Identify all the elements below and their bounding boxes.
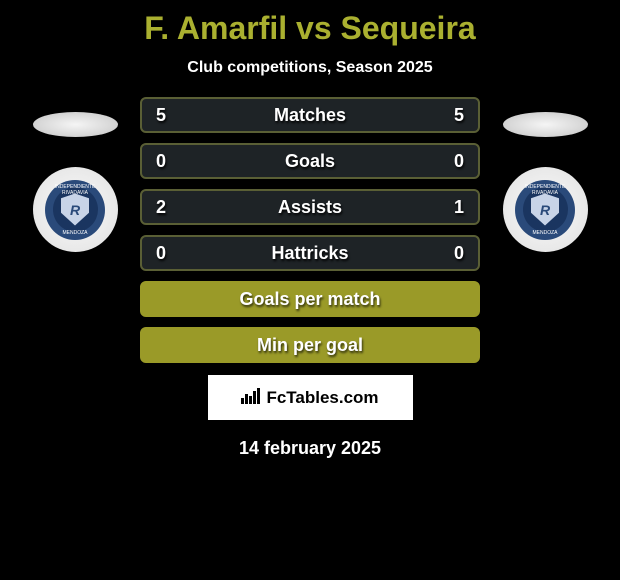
stat-left-value: 5 — [156, 105, 186, 126]
title-player2: Sequeira — [341, 10, 476, 46]
stat-right-value: 5 — [434, 105, 464, 126]
stat-label: Goals per match — [239, 289, 380, 310]
stat-right-value: 1 — [434, 197, 464, 218]
player-right-placeholder — [503, 112, 588, 137]
title-vs: vs — [296, 10, 332, 46]
shield-icon: R — [531, 194, 559, 226]
player-left-placeholder — [33, 112, 118, 137]
player-right-column: INDEPENDIENTE RIVADAVIA R MENDOZA — [500, 97, 590, 363]
stat-row-goals-per-match: Goals per match — [140, 281, 480, 317]
stat-left-value: 0 — [156, 151, 186, 172]
stat-label: Goals — [285, 151, 335, 172]
stat-row-min-per-goal: Min per goal — [140, 327, 480, 363]
subtitle: Club competitions, Season 2025 — [187, 59, 432, 77]
stat-label: Matches — [274, 105, 346, 126]
team-right-badge: INDEPENDIENTE RIVADAVIA R MENDOZA — [503, 167, 588, 252]
chart-icon — [241, 386, 261, 409]
stat-right-value: 0 — [434, 151, 464, 172]
badge-text-bottom: MENDOZA — [45, 230, 105, 236]
shield-icon: R — [61, 194, 89, 226]
stats-column: 5 Matches 5 0 Goals 0 2 Assists 1 0 Hatt… — [140, 97, 480, 363]
player-left-column: INDEPENDIENTE RIVADAVIA R MENDOZA — [30, 97, 120, 363]
badge-text-bottom: MENDOZA — [515, 230, 575, 236]
branding-text: FcTables.com — [266, 388, 378, 408]
stat-row-matches: 5 Matches 5 — [140, 97, 480, 133]
infographic-container: F. Amarfil vs Sequeira Club competitions… — [0, 0, 620, 580]
team-left-badge: INDEPENDIENTE RIVADAVIA R MENDOZA — [33, 167, 118, 252]
title-player1: F. Amarfil — [144, 10, 287, 46]
stat-left-value: 0 — [156, 243, 186, 264]
branding-bar: FcTables.com — [208, 375, 413, 420]
stat-label: Min per goal — [257, 335, 363, 356]
date: 14 february 2025 — [239, 438, 381, 459]
main-area: INDEPENDIENTE RIVADAVIA R MENDOZA 5 Matc… — [0, 97, 620, 363]
stat-row-hattricks: 0 Hattricks 0 — [140, 235, 480, 271]
stat-label: Assists — [278, 197, 342, 218]
stat-right-value: 0 — [434, 243, 464, 264]
stat-row-assists: 2 Assists 1 — [140, 189, 480, 225]
title: F. Amarfil vs Sequeira — [144, 10, 475, 47]
stat-row-goals: 0 Goals 0 — [140, 143, 480, 179]
stat-label: Hattricks — [271, 243, 348, 264]
stat-left-value: 2 — [156, 197, 186, 218]
